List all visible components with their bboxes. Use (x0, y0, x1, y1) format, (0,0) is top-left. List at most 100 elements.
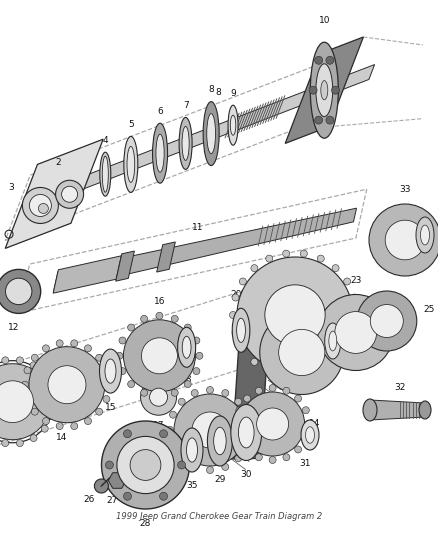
Ellipse shape (203, 102, 219, 166)
Circle shape (85, 345, 92, 352)
Circle shape (103, 395, 110, 402)
Polygon shape (116, 251, 134, 281)
Circle shape (41, 371, 48, 378)
Circle shape (326, 116, 334, 124)
Text: 18: 18 (181, 375, 192, 384)
Circle shape (283, 454, 290, 461)
Circle shape (159, 430, 168, 438)
Circle shape (295, 446, 301, 453)
Text: 14: 14 (252, 440, 264, 449)
Circle shape (62, 186, 78, 202)
Ellipse shape (325, 323, 341, 359)
Ellipse shape (182, 336, 191, 358)
Ellipse shape (321, 80, 328, 100)
Ellipse shape (187, 438, 198, 462)
Circle shape (344, 345, 351, 352)
Circle shape (95, 408, 102, 415)
Circle shape (31, 408, 38, 415)
Circle shape (251, 265, 258, 272)
Circle shape (370, 304, 403, 337)
Circle shape (300, 250, 307, 257)
Circle shape (222, 390, 229, 397)
Circle shape (119, 337, 126, 344)
Ellipse shape (305, 427, 314, 443)
Circle shape (178, 398, 185, 405)
Text: 10: 10 (318, 15, 330, 25)
Circle shape (156, 312, 163, 319)
Circle shape (255, 387, 262, 394)
Circle shape (244, 395, 251, 402)
Circle shape (56, 340, 63, 347)
Circle shape (302, 407, 309, 414)
Text: 27: 27 (106, 496, 118, 505)
Circle shape (239, 345, 246, 352)
Text: 5: 5 (128, 120, 134, 129)
Circle shape (130, 450, 161, 480)
Circle shape (2, 440, 9, 447)
Circle shape (257, 408, 289, 440)
Circle shape (279, 329, 325, 376)
Circle shape (106, 381, 113, 388)
Circle shape (244, 442, 251, 449)
Text: 33: 33 (399, 185, 411, 195)
Circle shape (71, 423, 78, 430)
Circle shape (170, 411, 177, 418)
Ellipse shape (124, 136, 138, 192)
Ellipse shape (105, 359, 116, 383)
Circle shape (318, 295, 394, 370)
Circle shape (206, 386, 213, 393)
Circle shape (300, 373, 307, 380)
Polygon shape (40, 64, 374, 205)
Text: 22: 22 (362, 301, 374, 310)
Ellipse shape (214, 427, 226, 455)
Circle shape (302, 434, 309, 441)
Text: 3: 3 (9, 183, 14, 191)
Circle shape (222, 464, 229, 471)
Circle shape (166, 426, 173, 433)
Text: 28: 28 (140, 519, 151, 528)
Circle shape (171, 389, 178, 396)
Text: 21: 21 (280, 367, 292, 376)
Circle shape (235, 455, 242, 462)
Text: 11: 11 (192, 223, 203, 232)
Circle shape (184, 381, 191, 387)
Circle shape (170, 442, 177, 449)
Circle shape (0, 269, 41, 313)
Text: 26: 26 (84, 496, 95, 505)
Circle shape (42, 345, 49, 352)
Text: 4: 4 (102, 136, 108, 144)
Circle shape (353, 311, 360, 319)
Circle shape (56, 423, 63, 430)
Circle shape (71, 340, 78, 347)
Ellipse shape (181, 428, 203, 472)
Circle shape (48, 366, 86, 403)
Circle shape (266, 255, 273, 262)
Text: 15: 15 (105, 402, 116, 411)
Circle shape (192, 412, 228, 448)
Circle shape (177, 461, 186, 469)
Circle shape (127, 381, 134, 387)
Circle shape (0, 364, 50, 440)
Circle shape (22, 188, 58, 223)
Circle shape (149, 388, 168, 406)
Ellipse shape (228, 105, 238, 145)
Circle shape (351, 294, 358, 301)
Circle shape (31, 354, 38, 361)
Circle shape (240, 392, 304, 456)
Circle shape (2, 357, 9, 364)
Circle shape (0, 381, 33, 423)
Circle shape (16, 357, 23, 364)
Circle shape (317, 255, 324, 262)
Ellipse shape (232, 308, 250, 352)
Circle shape (124, 492, 131, 500)
Text: 17: 17 (153, 421, 164, 430)
Circle shape (255, 454, 262, 461)
Ellipse shape (99, 349, 121, 393)
Text: 23: 23 (296, 290, 307, 299)
Circle shape (332, 358, 339, 365)
Circle shape (41, 425, 48, 432)
Circle shape (193, 337, 200, 344)
Circle shape (16, 440, 23, 447)
Circle shape (102, 421, 190, 509)
Circle shape (24, 395, 31, 402)
